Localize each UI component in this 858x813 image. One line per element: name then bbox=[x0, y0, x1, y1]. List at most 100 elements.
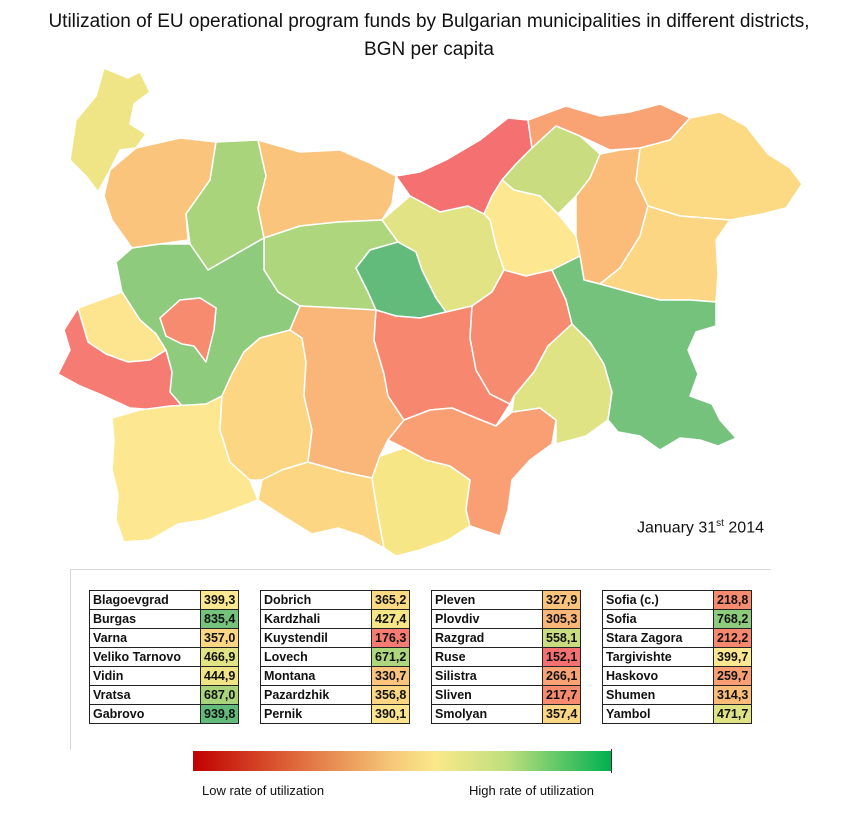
map-title: Utilization of EU operational program fu… bbox=[48, 11, 810, 60]
district-name: Razgrad bbox=[431, 628, 543, 648]
district-value: 687,0 bbox=[199, 685, 240, 705]
table-row: Vidin 444,9 bbox=[89, 666, 240, 686]
district-name: Plovdiv bbox=[431, 609, 543, 629]
district-value: 212,2 bbox=[712, 628, 753, 648]
district-value: 835,4 bbox=[199, 609, 240, 629]
district-name: Silistra bbox=[431, 666, 543, 686]
table-row: Varna 357,0 bbox=[89, 628, 240, 648]
district-value: 444,9 bbox=[199, 666, 240, 686]
district-razgrad[interactable] bbox=[501, 125, 601, 215]
district-table-2: Dobrich 365,2 Kardzhali 427,4 Kuystendil 176,… bbox=[260, 590, 411, 724]
district-value: 471,7 bbox=[712, 704, 753, 724]
district-value: 314,3 bbox=[712, 685, 753, 705]
district-value: 671,2 bbox=[370, 647, 411, 667]
district-value: 152,1 bbox=[541, 647, 582, 667]
table-row: Yambol 471,7 bbox=[602, 704, 753, 724]
district-name: Pazardzhik bbox=[260, 685, 372, 705]
district-value: 217,7 bbox=[541, 685, 582, 705]
table-row: Sliven 217,7 bbox=[431, 685, 582, 705]
district-name: Kuystendil bbox=[260, 628, 372, 648]
district-name: Pernik bbox=[260, 704, 372, 724]
district-name: Veliko Tarnovo bbox=[89, 647, 201, 667]
table-row: Kardzhali 427,4 bbox=[260, 609, 411, 629]
table-row: Dobrich 365,2 bbox=[260, 590, 411, 610]
district-burgas[interactable] bbox=[551, 255, 737, 451]
district-name: Targivishte bbox=[602, 647, 714, 667]
district-name: Sofia (c.) bbox=[602, 590, 714, 610]
district-value: 327,9 bbox=[541, 590, 582, 610]
district-values-panel: Blagoevgrad 399,3 Burgas 835,4 Varna 357,0 Vel… bbox=[70, 569, 771, 750]
table-row: Kuystendil 176,3 bbox=[260, 628, 411, 648]
table-row: Pernik 390,1 bbox=[260, 704, 411, 724]
district-value: 399,7 bbox=[712, 647, 753, 667]
district-vidin[interactable] bbox=[69, 67, 151, 193]
district-table-4: Sofia (c.) 218,8 Sofia 768,2 Stara Zagora 212… bbox=[602, 590, 753, 724]
district-value: 939,8 bbox=[199, 704, 240, 724]
table-row: Montana 330,7 bbox=[260, 666, 411, 686]
district-name: Varna bbox=[89, 628, 201, 648]
district-value: 558,1 bbox=[541, 628, 582, 648]
table-row: Veliko Tarnovo 466,9 bbox=[89, 647, 240, 667]
table-row: Sofia 768,2 bbox=[602, 609, 753, 629]
district-name: Blagoevgrad bbox=[89, 590, 201, 610]
district-kyustendil[interactable] bbox=[57, 307, 183, 411]
district-value: 357,0 bbox=[199, 628, 240, 648]
table-row: Burgas 835,4 bbox=[89, 609, 240, 629]
district-table-3: Pleven 327,9 Plovdiv 305,3 Razgrad 558,1 Ruse 1… bbox=[431, 590, 582, 724]
district-name: Sliven bbox=[431, 685, 543, 705]
table-row: Gabrovo 939,8 bbox=[89, 704, 240, 724]
district-name: Lovech bbox=[260, 647, 372, 667]
district-value: 176,3 bbox=[370, 628, 411, 648]
district-name: Pleven bbox=[431, 590, 543, 610]
district-name: Montana bbox=[260, 666, 372, 686]
district-value: 266,1 bbox=[541, 666, 582, 686]
table-row: Vratsa 687,0 bbox=[89, 685, 240, 705]
map-date: January 31st 2014 bbox=[637, 518, 764, 537]
table-row: Pazardzhik 356,8 bbox=[260, 685, 411, 705]
table-row: Ruse 152,1 bbox=[431, 647, 582, 667]
table-row: Silistra 266,1 bbox=[431, 666, 582, 686]
district-value: 399,3 bbox=[199, 590, 240, 610]
legend-end-marker bbox=[611, 749, 612, 773]
district-value: 768,2 bbox=[712, 609, 753, 629]
district-value: 357,4 bbox=[541, 704, 582, 724]
district-table-1: Blagoevgrad 399,3 Burgas 835,4 Varna 357,0 Vel… bbox=[89, 590, 240, 724]
table-row: Stara Zagora 212,2 bbox=[602, 628, 753, 648]
table-row: Haskovo 259,7 bbox=[602, 666, 753, 686]
district-name: Kardzhali bbox=[260, 609, 372, 629]
legend-color-scale bbox=[193, 751, 611, 771]
district-stara-zagora[interactable] bbox=[373, 305, 511, 427]
district-value: 305,3 bbox=[541, 609, 582, 629]
table-row: Shumen 314,3 bbox=[602, 685, 753, 705]
district-value: 218,8 bbox=[712, 590, 753, 610]
district-blagoevgrad[interactable] bbox=[111, 395, 259, 543]
table-row: Razgrad 558,1 bbox=[431, 628, 582, 648]
table-row: Targivishte 399,7 bbox=[602, 647, 753, 667]
district-name: Shumen bbox=[602, 685, 714, 705]
district-value: 466,9 bbox=[199, 647, 240, 667]
district-haskovo[interactable] bbox=[387, 407, 557, 537]
district-name: Vratsa bbox=[89, 685, 201, 705]
district-value: 390,1 bbox=[370, 704, 411, 724]
district-value: 365,2 bbox=[370, 590, 411, 610]
district-name: Haskovo bbox=[602, 666, 714, 686]
district-name: Dobrich bbox=[260, 590, 372, 610]
district-name: Sofia bbox=[602, 609, 714, 629]
district-name: Smolyan bbox=[431, 704, 543, 724]
district-value: 356,8 bbox=[370, 685, 411, 705]
legend-low-label: Low rate of utilization bbox=[202, 783, 325, 798]
table-row: Plovdiv 305,3 bbox=[431, 609, 582, 629]
district-name: Gabrovo bbox=[89, 704, 201, 724]
district-value: 427,4 bbox=[370, 609, 411, 629]
district-name: Burgas bbox=[89, 609, 201, 629]
district-name: Stara Zagora bbox=[602, 628, 714, 648]
table-row: Sofia (c.) 218,8 bbox=[602, 590, 753, 610]
district-name: Ruse bbox=[431, 647, 543, 667]
district-value: 259,7 bbox=[712, 666, 753, 686]
district-name: Yambol bbox=[602, 704, 714, 724]
district-sofia-city[interactable] bbox=[159, 297, 217, 363]
district-name: Vidin bbox=[89, 666, 201, 686]
table-row: Blagoevgrad 399,3 bbox=[89, 590, 240, 610]
legend-high-label: High rate of utilization bbox=[469, 783, 595, 798]
